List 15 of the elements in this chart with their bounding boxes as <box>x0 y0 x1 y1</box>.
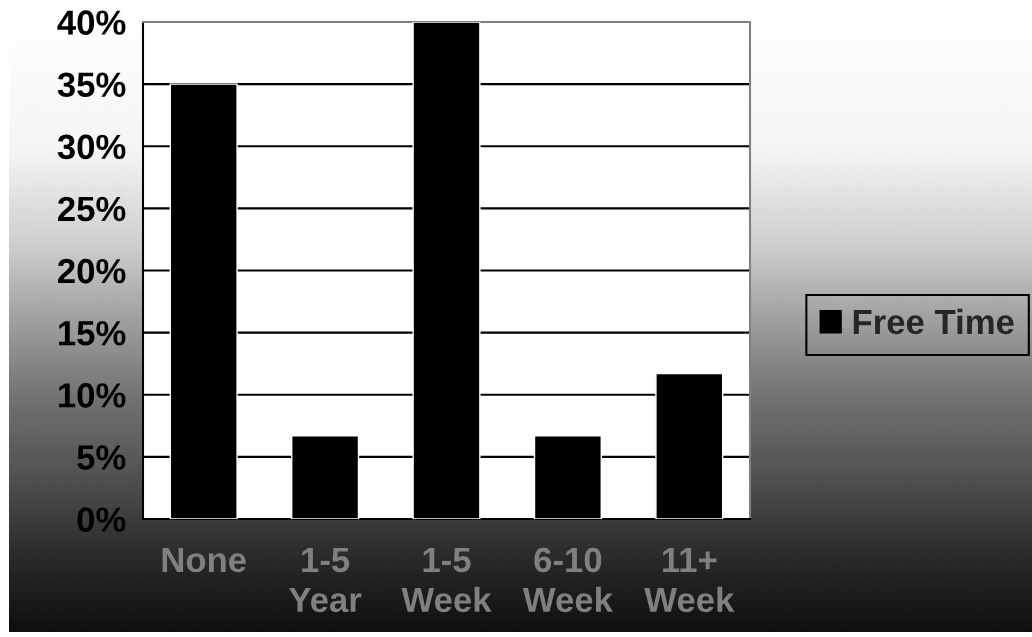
y-tick-label: 25% <box>58 196 126 222</box>
y-tick-label: 0% <box>77 507 126 532</box>
x-tick-label: 11+ Week <box>644 548 735 613</box>
y-tick-label: 5% <box>77 445 126 470</box>
y-tick-label: 30% <box>57 134 126 160</box>
y-tick-label: 35% <box>57 72 126 98</box>
x-tick-label: 6-10 Week <box>522 547 613 613</box>
x-tick-label: 1-5 Week <box>401 548 492 613</box>
legend-label: Free Time <box>853 308 1014 335</box>
y-tick-label: 15% <box>59 321 126 346</box>
y-tick-label: 10% <box>59 383 126 408</box>
x-tick-label: 1-5 Year <box>289 548 362 613</box>
x-tick-label: None <box>162 548 246 573</box>
y-tick-label: 40% <box>57 10 126 35</box>
y-tick-label: 20% <box>58 258 126 284</box>
